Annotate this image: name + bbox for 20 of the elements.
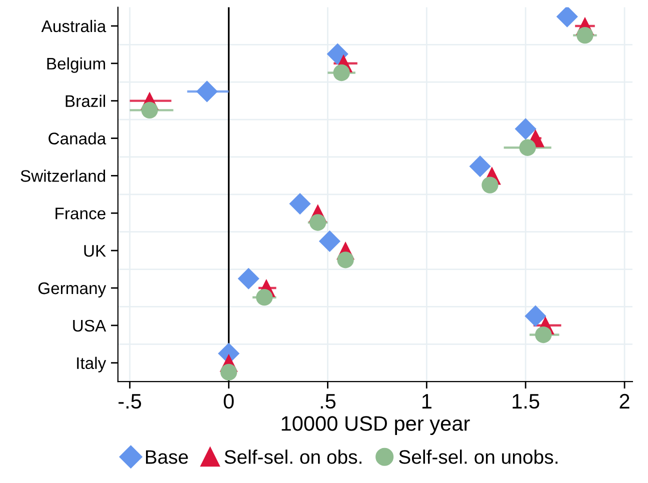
y-tick-label: Italy	[77, 356, 106, 372]
x-tick-label: .5	[320, 394, 336, 409]
y-tick-label: Brazil	[66, 94, 106, 108]
y-tick-label: Belgium	[47, 57, 106, 73]
legend-label: Base	[146, 450, 188, 464]
y-tick-label: Switzerland	[20, 170, 106, 182]
y-tick-label: UK	[84, 245, 106, 257]
y-tick-label: Canada	[48, 132, 106, 144]
x-tick-label: 1	[422, 394, 432, 408]
x-tick-label: 2	[620, 394, 630, 408]
y-tick-label: Australia	[41, 20, 106, 32]
x-tick-label: 1.5	[512, 394, 540, 409]
y-tick-label: Germany	[38, 282, 106, 298]
x-axis-title: 10000 USD per year	[282, 416, 470, 435]
y-tick-label: USA	[73, 320, 106, 332]
x-tick-label: 0	[224, 394, 234, 409]
legend-label: Self-sel. on unobs.	[399, 450, 558, 464]
legend-label: Self-sel. on obs.	[224, 450, 362, 464]
y-tick-label: France	[56, 208, 106, 220]
x-tick-label: -.5	[118, 394, 142, 409]
